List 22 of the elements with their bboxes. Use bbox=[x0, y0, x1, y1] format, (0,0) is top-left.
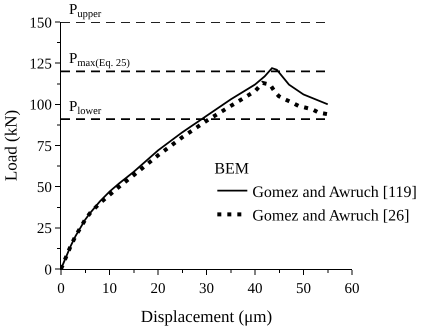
y-tick-label: 125 bbox=[29, 56, 52, 72]
x-tick-label: 40 bbox=[248, 281, 262, 298]
y-tick-label: 75 bbox=[36, 138, 52, 155]
legend-label: Gomez and Awruch [119] bbox=[252, 184, 417, 201]
y-tick-label: 150 bbox=[29, 15, 52, 32]
x-tick-label: 20 bbox=[150, 281, 166, 298]
y-tick-label: 50 bbox=[36, 180, 52, 196]
x-axis-title: Displacement (μm) bbox=[140, 307, 272, 326]
y-tick-label: 100 bbox=[29, 98, 52, 114]
legend-label: Gomez and Awruch [26] bbox=[252, 208, 410, 225]
ref-line-label: P$_{max(Eq. 25)}$ bbox=[69, 51, 130, 70]
y-tick-label: 25 bbox=[36, 221, 52, 238]
x-tick-label: 10 bbox=[102, 281, 117, 298]
legend-title: BEM bbox=[214, 160, 249, 178]
x-tick-label: 30 bbox=[199, 281, 214, 298]
ref-line-label: P$_{lower}$ bbox=[69, 99, 102, 118]
x-tick-label: 50 bbox=[296, 281, 311, 298]
x-tick-label: 0 bbox=[57, 281, 65, 298]
y-tick-label: 0 bbox=[44, 262, 52, 278]
x-tick-label: 60 bbox=[344, 281, 360, 298]
y-axis-title: Load (kN) bbox=[2, 110, 21, 182]
ref-line-label: P$_{upper}$ bbox=[69, 2, 102, 20]
